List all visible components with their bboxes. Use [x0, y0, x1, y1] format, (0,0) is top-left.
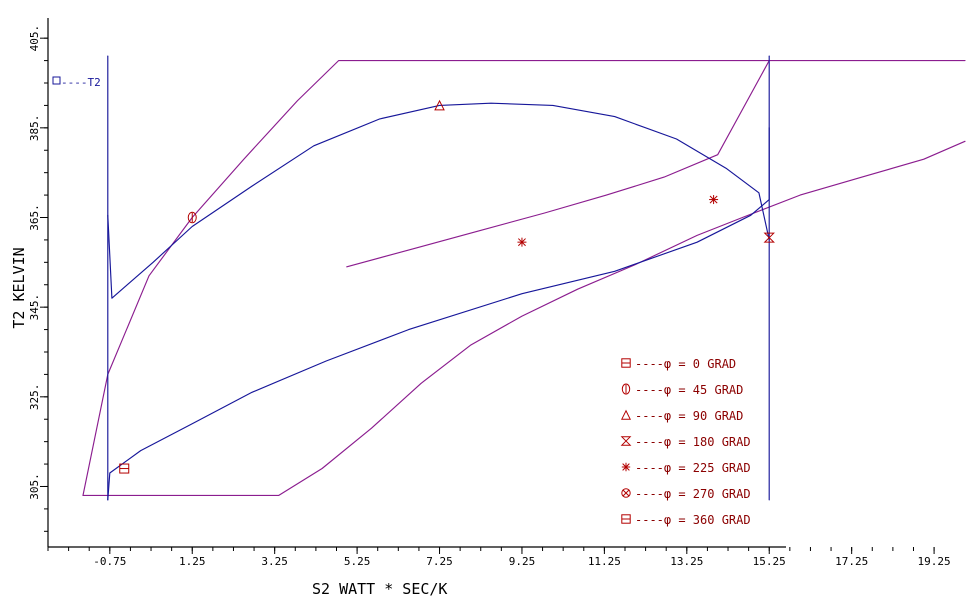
star-marker-line	[709, 195, 718, 204]
series-line	[82, 140, 966, 496]
legend-label: ----φ = 360 GRAD	[635, 513, 751, 527]
top-series-label: ----T2	[61, 76, 101, 89]
triangle-marker-shape	[620, 409, 632, 420]
triangle-marker	[434, 99, 445, 111]
legend-label: ----φ = 45 GRAD	[635, 383, 743, 397]
legend-label: ----φ = 225 GRAD	[635, 461, 751, 475]
legend-layer: ----φ = 0 GRAD ----φ = 45 GRAD ----φ = 90 …	[620, 357, 751, 527]
series-line	[107, 127, 770, 501]
legend-triangle-icon	[620, 409, 632, 420]
hourglass-marker	[763, 232, 775, 243]
y-tick-label: 405.	[28, 25, 41, 52]
top-label-square-icon	[52, 76, 61, 85]
star-marker	[517, 237, 527, 247]
star-marker-line	[518, 238, 526, 247]
legend-hourglass-icon	[620, 436, 632, 446]
star-marker-line	[622, 463, 630, 471]
circle-cross-marker-line	[622, 489, 630, 497]
y-tick-label: 345.	[28, 294, 41, 321]
legend-label: ----φ = 270 GRAD	[635, 487, 751, 501]
markers-layer	[52, 76, 775, 474]
series-layer	[82, 55, 966, 501]
x-tick-label: 19.25	[918, 555, 951, 568]
series-line	[107, 102, 770, 299]
y-axis-title: T2 KELVIN	[10, 247, 28, 328]
star-marker	[709, 195, 719, 205]
hourglass-marker-shape	[620, 436, 632, 446]
x-tick-label: 1.25	[179, 555, 206, 568]
y-tick-label: 365.	[28, 204, 41, 231]
triangle-marker-shape	[434, 99, 445, 111]
x-tick-label: 3.25	[261, 555, 288, 568]
legend-label: ----φ = 180 GRAD	[635, 435, 751, 449]
legend-square-icon	[621, 358, 631, 368]
circle-marker-ring	[621, 383, 631, 395]
legend-label: ----φ = 0 GRAD	[635, 357, 736, 371]
circle-marker	[187, 211, 197, 224]
legend-star-icon	[621, 462, 631, 472]
labels-layer: T2 KELVIN S2 WATT * SEC/K ----T2	[10, 76, 447, 598]
x-tick-label: -0.75	[93, 555, 126, 568]
x-tick-label: 5.25	[344, 555, 371, 568]
x-tick-label: 17.25	[835, 555, 868, 568]
x-tick-label: 15.25	[753, 555, 786, 568]
x-tick-label: 11.25	[588, 555, 621, 568]
axes-layer: -0.75 1.25 3.25 5.25 7.25 9.25 11.25 13.25 15.25…	[28, 18, 951, 568]
x-axis-title: S2 WATT * SEC/K	[312, 580, 447, 598]
legend-label: ----φ = 90 GRAD	[635, 409, 743, 423]
circle-marker-ring	[187, 211, 197, 224]
legend-square-icon	[621, 514, 631, 524]
series-line	[82, 60, 966, 496]
square-marker	[119, 463, 130, 474]
x-tick-label: 13.25	[670, 555, 703, 568]
legend-circle-icon	[621, 383, 631, 395]
y-tick-label: 385.	[28, 115, 41, 142]
x-tick-label: 7.25	[426, 555, 453, 568]
legend-circle-cross-icon	[621, 488, 631, 498]
x-tick-label: 9.25	[509, 555, 536, 568]
y-tick-label: 325.	[28, 384, 41, 411]
circle-cross-marker-ring	[621, 488, 631, 498]
hourglass-marker-shape	[763, 232, 775, 243]
y-tick-label: 305.	[28, 473, 41, 500]
